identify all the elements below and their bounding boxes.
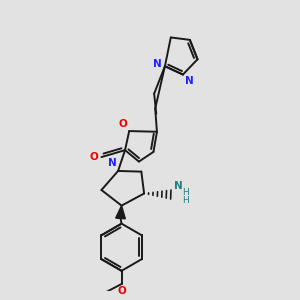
Text: N: N bbox=[108, 158, 116, 168]
Text: H: H bbox=[182, 196, 189, 205]
Text: H: H bbox=[182, 188, 189, 197]
Text: N: N bbox=[174, 181, 182, 191]
Text: N: N bbox=[185, 76, 194, 86]
Polygon shape bbox=[116, 206, 125, 219]
Text: O: O bbox=[119, 119, 128, 129]
Text: O: O bbox=[89, 152, 98, 162]
Text: O: O bbox=[117, 286, 126, 296]
Text: N: N bbox=[153, 59, 161, 70]
